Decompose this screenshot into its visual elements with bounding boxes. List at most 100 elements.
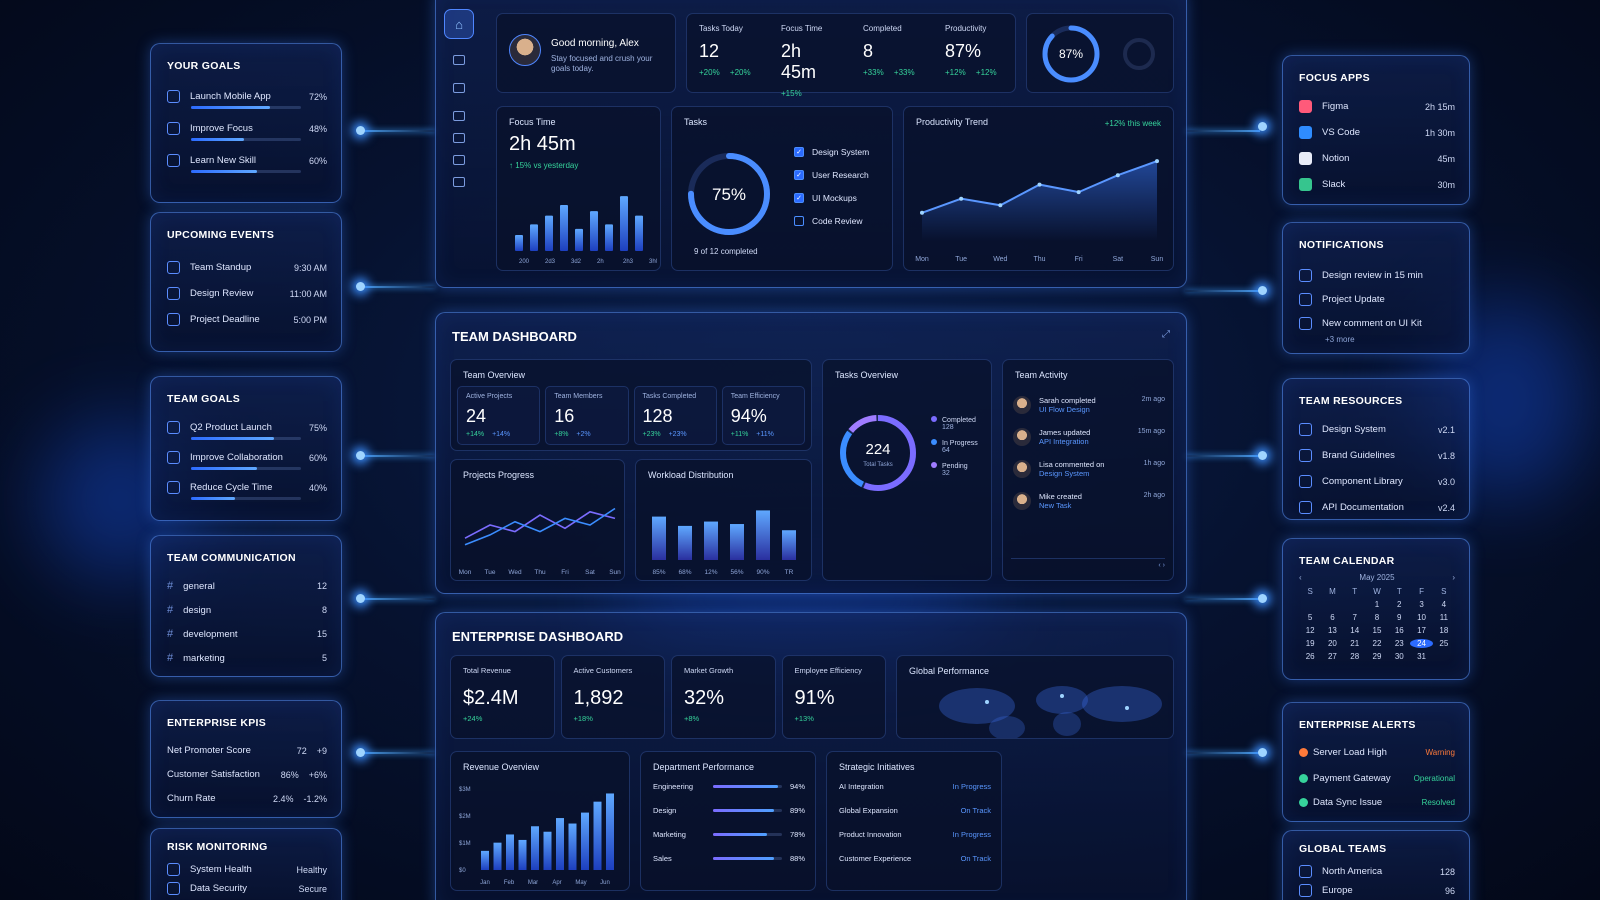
trend-point [998, 203, 1003, 208]
calendar-day[interactable]: 5 [1307, 613, 1313, 622]
avatar[interactable] [509, 34, 541, 66]
goal-item[interactable]: Improve Focus 48% [167, 122, 327, 135]
calendar-day[interactable]: 4 [1441, 600, 1447, 609]
calendar-day[interactable]: 9 [1397, 613, 1402, 622]
channel-item[interactable]: # development 15 [167, 628, 327, 640]
team-region-item[interactable]: North America 128 [1299, 865, 1455, 878]
calendar-day[interactable] [1321, 600, 1343, 609]
initiative-row[interactable]: Global Expansion On Track [839, 806, 991, 815]
channel-item[interactable]: # general 12 [167, 580, 327, 592]
settings-nav-icon[interactable] [453, 177, 465, 187]
calendar-day[interactable]: 22 [1372, 639, 1382, 648]
checkbox-checked-icon[interactable]: ✓ [794, 193, 804, 203]
activity-item[interactable]: Lisa commented on Design System 1h ago [1013, 460, 1165, 478]
calendar-day[interactable]: 19 [1305, 639, 1315, 648]
team-region-item[interactable]: Europe 96 [1299, 884, 1455, 897]
team-goal-item[interactable]: Reduce Cycle Time 40% [167, 481, 327, 494]
stat-delta: +8% [684, 714, 700, 723]
calendar-day[interactable]: 17 [1417, 626, 1427, 635]
event-item[interactable]: Design Review 11:00 AM [167, 287, 327, 300]
chevron-left-icon[interactable]: ‹ [1299, 573, 1302, 582]
team-goal-item[interactable]: Improve Collaboration 60% [167, 451, 327, 464]
notification-item[interactable]: Project Update [1299, 293, 1455, 306]
calendar-day[interactable]: 10 [1417, 613, 1427, 622]
calendar-day[interactable]: 30 [1394, 652, 1404, 661]
initiative-row[interactable]: Customer Experience On Track [839, 854, 991, 863]
calendar-day-today[interactable]: 24 [1410, 639, 1433, 648]
goal-item[interactable]: Launch Mobile App 72% [167, 90, 327, 103]
calendar-day[interactable]: 8 [1374, 613, 1380, 622]
channel-item[interactable]: # design 8 [167, 604, 327, 616]
calendar-day[interactable]: 16 [1394, 626, 1404, 635]
checkbox-checked-icon[interactable]: ✓ [794, 147, 804, 157]
calendar-day[interactable]: 15 [1372, 626, 1382, 635]
calendar-day[interactable]: 6 [1330, 613, 1335, 622]
app-item[interactable]: Figma 2h 15m [1299, 100, 1455, 113]
more-notifications-link[interactable]: +3 more [1325, 335, 1355, 344]
calendar-day[interactable]: 1 [1374, 600, 1380, 609]
chart-nav-icon[interactable] [453, 55, 465, 65]
activity-item[interactable]: James updated API Integration 15m ago [1013, 428, 1165, 446]
calendar-day[interactable]: 18 [1439, 626, 1449, 635]
calendar-day[interactable]: 13 [1327, 626, 1337, 635]
alert-item[interactable]: Server Load High Warning [1299, 747, 1455, 758]
calendar-day[interactable]: 21 [1350, 639, 1360, 648]
resource-item[interactable]: API Documentation v2.4 [1299, 501, 1455, 514]
calendar-nav-icon[interactable] [453, 111, 465, 121]
resource-item[interactable]: Brand Guidelines v1.8 [1299, 449, 1455, 462]
folder-nav-icon[interactable] [453, 83, 465, 93]
home-icon[interactable]: ⌂ [444, 9, 474, 39]
calendar-day[interactable]: 27 [1327, 652, 1337, 661]
department-label: Engineering [653, 782, 694, 791]
checkbox-checked-icon[interactable]: ✓ [794, 170, 804, 180]
notification-item[interactable]: Design review in 15 min [1299, 269, 1455, 282]
calendar-day[interactable]: 3 [1419, 600, 1424, 609]
calendar-day[interactable]: 12 [1305, 626, 1315, 635]
donut-total: 224 [865, 441, 890, 458]
task-item[interactable]: Code Review [794, 216, 869, 226]
calendar-day[interactable]: 29 [1372, 652, 1382, 661]
task-item[interactable]: ✓ User Research [794, 170, 869, 180]
initiative-row[interactable]: AI Integration In Progress [839, 782, 991, 791]
workload-label: 90% [756, 569, 769, 576]
alert-item[interactable]: Data Sync Issue Resolved [1299, 797, 1455, 808]
event-item[interactable]: Project Deadline 5:00 PM [167, 313, 327, 326]
activity-item[interactable]: Mike created New Task 2h ago [1013, 492, 1165, 510]
team-goal-item[interactable]: Q2 Product Launch 75% [167, 421, 327, 434]
task-item[interactable]: ✓ Design System [794, 147, 869, 157]
checkbox-icon[interactable] [794, 216, 804, 226]
resource-item[interactable]: Component Library v3.0 [1299, 475, 1455, 488]
event-item[interactable]: Team Standup 9:30 AM [167, 261, 327, 274]
app-item[interactable]: Notion 45m [1299, 152, 1455, 165]
calendar-day[interactable]: 7 [1352, 613, 1357, 622]
goal-item[interactable]: Learn New Skill 60% [167, 154, 327, 167]
calendar-day[interactable]: 31 [1417, 652, 1427, 661]
expand-icon[interactable]: ⤢ [1162, 329, 1170, 340]
channel-item[interactable]: # marketing 5 [167, 652, 327, 664]
calendar-day[interactable] [1433, 652, 1455, 661]
app-item[interactable]: VS Code 1h 30m [1299, 126, 1455, 139]
notification-item[interactable]: New comment on UI Kit [1299, 317, 1455, 330]
calendar-day[interactable]: 23 [1394, 639, 1404, 648]
calendar-day[interactable]: 25 [1439, 639, 1449, 648]
activity-item[interactable]: Sarah completed UI Flow Design 2m ago [1013, 396, 1165, 414]
calendar-day[interactable] [1344, 600, 1366, 609]
calendar-day[interactable]: 14 [1350, 626, 1360, 635]
task-item[interactable]: ✓ UI Mockups [794, 193, 869, 203]
workload-bar [678, 525, 692, 560]
calendar-day[interactable]: 11 [1439, 613, 1448, 622]
alert-item[interactable]: Payment Gateway Operational [1299, 773, 1455, 784]
calendar-day[interactable]: 26 [1305, 652, 1315, 661]
calendar-day[interactable]: 20 [1327, 639, 1337, 648]
initiative-row[interactable]: Product Innovation In Progress [839, 830, 991, 839]
users-nav-icon[interactable] [453, 155, 465, 165]
calendar-day[interactable]: 2 [1397, 600, 1402, 609]
goal-label: Improve Focus [190, 123, 253, 134]
chevron-right-icon[interactable]: › [1452, 573, 1455, 582]
calendar-day[interactable] [1299, 600, 1321, 609]
pagination-arrows-icon[interactable]: ‹ › [1011, 558, 1165, 572]
app-item[interactable]: Slack 30m [1299, 178, 1455, 191]
message-nav-icon[interactable] [453, 133, 465, 143]
calendar-day[interactable]: 28 [1350, 652, 1360, 661]
resource-item[interactable]: Design System v2.1 [1299, 423, 1455, 436]
